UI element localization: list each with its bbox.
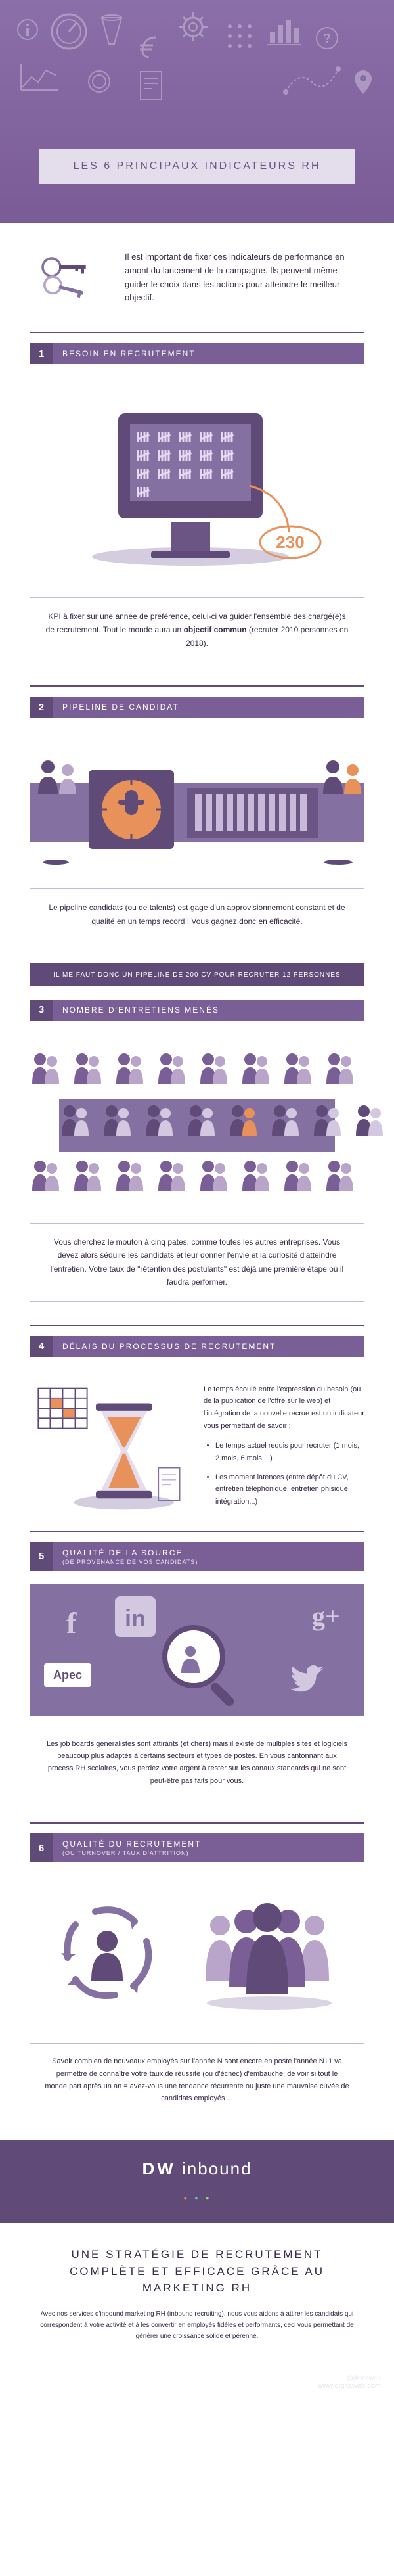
title-main: QUALITÉ DU RECRUTEMENT: [62, 1839, 201, 1849]
question-icon: ?: [315, 26, 339, 50]
section-number: 2: [30, 697, 53, 718]
document-icon: [138, 69, 164, 102]
header-decor: ?: [0, 0, 394, 131]
section-number: 4: [30, 1336, 53, 1357]
svg-text:in: in: [125, 1605, 146, 1632]
section-2-head: 2 PIPELINE DE CANDIDAT: [30, 697, 364, 718]
gplus-icon: g+: [312, 1601, 340, 1631]
section-title: NOMBRE D'ENTRETIENS MENÉS: [53, 1000, 364, 1021]
title-sub: (OU TURNOVER / TAUX D'ATTRITION): [62, 1850, 355, 1856]
section-6-head: 6 QUALITÉ DU RECRUTEMENT (OU TURNOVER / …: [30, 1833, 364, 1862]
section-3-desc: Vous cherchez le mouton à cinq pates, co…: [30, 1223, 364, 1302]
hourglass-graphic: [30, 1383, 187, 1518]
section-1-desc: KPI à fixer sur une année de préférence,…: [30, 597, 364, 662]
section-4-text: Le temps écoulé entre l'expression du be…: [204, 1383, 364, 1518]
gauge-icon: [49, 12, 89, 51]
brand-word: inbound: [182, 2159, 252, 2178]
section-5-head: 5 QUALITÉ DE LA SOURCE (DE PROVENANCE DE…: [30, 1542, 364, 1571]
bullet-item: Les moment latences (entre dépôt du CV, …: [215, 1471, 364, 1508]
section-number: 5: [30, 1542, 53, 1571]
people-group-icon: [200, 1895, 338, 2013]
section-6-graphic: [0, 1875, 394, 2033]
section-2-banner: IL ME FAUT DONC UN PIPELINE DE 200 CV PO…: [30, 963, 364, 986]
person-icon: [38, 760, 58, 794]
cone-icon: [98, 14, 125, 51]
divider: [30, 1531, 364, 1532]
divider: [30, 1822, 364, 1824]
strategy-block: UNE STRATÉGIE DE RECRUTEMENT COMPLÈTE ET…: [0, 2223, 394, 2375]
header: ? LES 6 PRINCIPAUX INDICATEURS RH: [0, 0, 394, 223]
keys-icon: [36, 246, 108, 309]
section-number: 1: [30, 343, 53, 364]
section-6-desc: Savoir combien de nouveaux employés sur …: [30, 2043, 364, 2117]
intro-text: Il est important de fixer ces indicateur…: [125, 250, 358, 305]
divider: [30, 1325, 364, 1326]
svg-text:g+: g+: [312, 1601, 340, 1631]
svg-text:?: ?: [323, 32, 331, 46]
magnifier-icon: [165, 1628, 236, 1708]
section-title: DÉLAIS DU PROCESSUS DE RECRUTEMENT: [53, 1336, 364, 1357]
footer-brand: DW inbound ● ● ●: [0, 2140, 394, 2223]
counter-value: 230: [276, 532, 304, 552]
path-icon: [282, 62, 341, 99]
linkedin-icon: in: [115, 1596, 156, 1637]
section-title: QUALITÉ DE LA SOURCE (DE PROVENANCE DE V…: [53, 1542, 364, 1571]
section-number: 6: [30, 1833, 53, 1862]
desc-strong: objectif commun: [184, 625, 247, 634]
euro-icon: [135, 30, 167, 62]
dots-icon: [223, 20, 256, 53]
watermark: @digitaweb www.digitaweb.com: [0, 2375, 394, 2403]
section-title: PIPELINE DE CANDIDAT: [53, 697, 364, 718]
barchart-icon: [266, 12, 302, 48]
sec4-intro: Le temps écoulé entre l'expression du be…: [204, 1383, 364, 1433]
divider: [30, 685, 364, 687]
section-1-head: 1 BESOIN EN RECRUTEMENT: [30, 343, 364, 364]
coin-icon: [87, 69, 112, 94]
title-main: QUALITÉ DE LA SOURCE: [62, 1548, 183, 1557]
info-icon: [16, 18, 39, 41]
mapmarker-icon: [353, 69, 373, 95]
section-1-graphic: 230: [0, 377, 394, 587]
svg-text:f: f: [66, 1606, 77, 1640]
person-pair: [32, 1053, 59, 1084]
page-title: LES 6 PRINCIPAUX INDICATEURS RH: [39, 149, 355, 184]
apec-icon: Apec: [44, 1663, 91, 1687]
strategy-title: UNE STRATÉGIE DE RECRUTEMENT COMPLÈTE ET…: [36, 2246, 358, 2297]
linechart-icon: [20, 62, 59, 92]
gear-icon: [176, 10, 210, 44]
watermark-handle: @digitaweb: [13, 2375, 381, 2382]
section-2-graphic: [0, 731, 394, 879]
strategy-text: Avec nos services d'inbound marketing RH…: [36, 2309, 358, 2342]
purple-stripe: [59, 1099, 335, 1152]
section-5-graphic: f in Apec g+: [30, 1584, 364, 1716]
brand-prefix: DW: [142, 2159, 175, 2178]
section-2-desc: Le pipeline candidats (ou de talents) es…: [30, 888, 364, 940]
bullet-item: Le temps actuel requis pour recruter (1 …: [215, 1440, 364, 1464]
twitter-icon: [291, 1665, 324, 1691]
section-4-content: Le temps écoulé entre l'expression du be…: [0, 1370, 394, 1531]
section-3-head: 3 NOMBRE D'ENTRETIENS MENÉS: [30, 1000, 364, 1021]
divider: [30, 332, 364, 333]
section-title: BESOIN EN RECRUTEMENT: [53, 343, 364, 364]
svg-text:Apec: Apec: [53, 1668, 82, 1682]
section-3-graphic: [0, 1034, 394, 1213]
facebook-icon: f: [66, 1606, 77, 1640]
section-5-desc: Les job boards généralistes sont attiran…: [30, 1726, 364, 1800]
watermark-url: www.digitaweb.com: [13, 2382, 381, 2390]
section-4-head: 4 DÉLAIS DU PROCESSUS DE RECRUTEMENT: [30, 1336, 364, 1357]
section-title: QUALITÉ DU RECRUTEMENT (OU TURNOVER / TA…: [53, 1833, 364, 1862]
title-sub: (DE PROVENANCE DE VOS CANDIDATS): [62, 1559, 355, 1565]
recycle-person-icon: [56, 1895, 161, 2013]
intro: Il est important de fixer ces indicateur…: [0, 223, 394, 332]
section-number: 3: [30, 1000, 53, 1021]
